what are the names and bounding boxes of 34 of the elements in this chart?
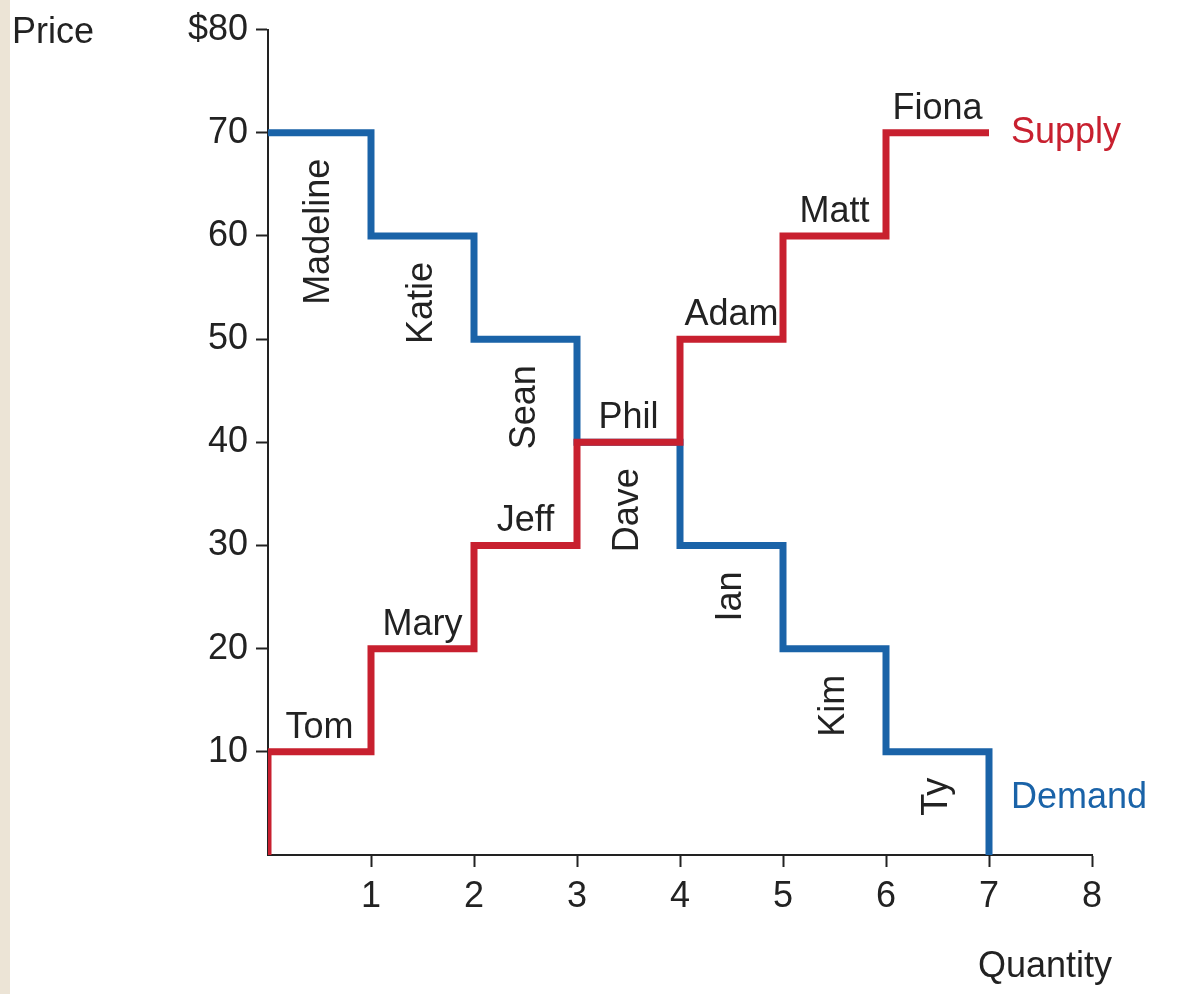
y-tick-label: 50	[207, 316, 248, 358]
x-tick-label: 5	[772, 873, 794, 915]
y-tick-label: 30	[207, 522, 248, 564]
y-tick-label: 20	[207, 625, 248, 667]
x-tick-label: 7	[978, 873, 1000, 915]
series-label: Supply	[1011, 109, 1122, 151]
x-axis-title: Quantity	[977, 943, 1112, 985]
y-axis-title: Price	[12, 9, 95, 51]
y-tick-label: 40	[207, 419, 248, 461]
series-label: Demand	[1011, 774, 1148, 816]
y-tick-label: 70	[207, 109, 248, 151]
x-tick-label: 8	[1081, 873, 1103, 915]
annotation: Ty	[914, 777, 956, 816]
annotation: Jeff	[496, 498, 556, 540]
annotation: Mary	[382, 601, 463, 643]
annotation: Kim	[811, 674, 853, 737]
annotation: Phil	[598, 395, 659, 437]
x-tick-label: 3	[566, 873, 588, 915]
y-tick-label: 60	[207, 212, 248, 254]
x-tick-label: 1	[360, 873, 382, 915]
x-tick-label: 4	[669, 873, 691, 915]
annotation: Adam	[684, 292, 779, 334]
annotation: Sean	[502, 365, 544, 450]
annotation: Matt	[799, 188, 870, 230]
x-tick-label: 6	[875, 873, 897, 915]
x-tick-label: 2	[463, 873, 485, 915]
annotation: Fiona	[892, 85, 984, 127]
annotation: Katie	[399, 261, 441, 345]
annotation: Tom	[285, 704, 354, 746]
annotation: Madeline	[296, 158, 338, 305]
annotation: Ian	[708, 571, 750, 622]
annotation: Dave	[605, 468, 647, 553]
y-tick-label: $80	[187, 6, 248, 48]
y-tick-label: 10	[207, 728, 248, 770]
